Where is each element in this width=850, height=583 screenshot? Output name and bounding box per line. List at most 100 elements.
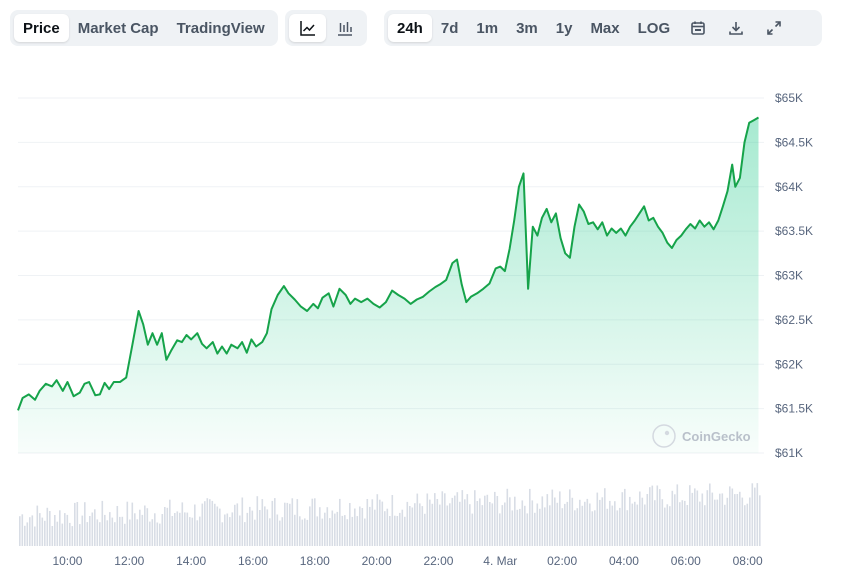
range-1y[interactable]: 1y xyxy=(555,19,573,37)
x-tick-label: 16:00 xyxy=(238,554,268,568)
volume-bar xyxy=(684,500,686,546)
volume-bar xyxy=(601,497,604,546)
y-axis-ticks: $65K $64.5K $64K $63.5K $63K $62.5K $62K $61.5K… xyxy=(775,91,813,460)
volume-bar xyxy=(269,518,271,546)
volume-bar xyxy=(31,515,34,546)
volume-bar xyxy=(474,490,476,546)
volume-bar xyxy=(169,499,171,546)
volume-bar xyxy=(84,502,86,546)
volume-bar xyxy=(36,505,39,546)
x-tick-label: 4. Mar xyxy=(483,554,517,568)
volume-bar xyxy=(234,504,236,546)
volume-bar xyxy=(529,488,531,546)
volume-bar xyxy=(674,494,676,546)
volume-bar xyxy=(329,518,331,546)
volume-bar xyxy=(704,505,706,546)
download-icon[interactable] xyxy=(717,14,755,42)
volume-bar xyxy=(44,520,46,546)
volume-bar xyxy=(539,508,541,546)
volume-bar xyxy=(714,499,716,546)
volume-bar xyxy=(114,522,116,546)
tab-market-cap[interactable]: Market Cap xyxy=(77,19,159,37)
volume-bar xyxy=(679,502,681,546)
volume-bar xyxy=(659,489,661,546)
volume-bar xyxy=(484,495,486,546)
y-tick-label: $62K xyxy=(775,357,803,371)
calendar-icon[interactable] xyxy=(679,14,717,42)
volume-bar xyxy=(171,516,174,546)
volume-bar xyxy=(336,511,339,546)
x-tick-label: 06:00 xyxy=(671,554,701,568)
range-max[interactable]: Max xyxy=(590,19,620,37)
volume-bar xyxy=(544,507,546,546)
volume-bar xyxy=(359,506,361,546)
volume-bar xyxy=(221,522,224,546)
volume-bar xyxy=(464,499,466,546)
volume-bar xyxy=(446,505,449,546)
volume-bar xyxy=(469,504,471,546)
volume-bar xyxy=(54,515,56,546)
volume-bar xyxy=(456,492,459,546)
tab-tradingview[interactable]: TradingView xyxy=(176,19,265,37)
volume-bar xyxy=(266,509,269,546)
volume-bar xyxy=(79,524,81,546)
volume-bar xyxy=(441,491,444,546)
volume-bar xyxy=(64,513,66,546)
log-scale-toggle[interactable]: LOG xyxy=(637,19,671,37)
volume-bar xyxy=(434,493,436,546)
volume-bar xyxy=(641,497,644,546)
volume-bar xyxy=(564,503,566,546)
volume-bar xyxy=(91,512,94,546)
volume-bar xyxy=(191,517,194,546)
volume-bar xyxy=(39,513,41,546)
volume-bar xyxy=(354,508,356,546)
x-tick-label: 04:00 xyxy=(609,554,639,568)
y-tick-label: $65K xyxy=(775,91,803,105)
fullscreen-icon[interactable] xyxy=(755,14,793,42)
volume-bar xyxy=(74,502,76,546)
coingecko-logo-eye xyxy=(664,430,670,436)
y-tick-label: $64K xyxy=(775,180,803,194)
volume-bar xyxy=(56,521,59,546)
volume-bar xyxy=(421,506,424,546)
volume-bar xyxy=(296,499,299,546)
volume-bar xyxy=(209,499,211,546)
volume-bar xyxy=(691,492,694,546)
volume-bar xyxy=(501,505,504,546)
range-7d[interactable]: 7d xyxy=(440,19,459,37)
volume-bar xyxy=(511,510,514,546)
volume-bar xyxy=(381,501,384,546)
volume-bar xyxy=(734,494,736,546)
volume-bar xyxy=(536,503,539,546)
volume-bar xyxy=(261,499,264,546)
range-1m[interactable]: 1m xyxy=(476,19,499,37)
volume-bar xyxy=(676,484,679,546)
range-3m[interactable]: 3m xyxy=(516,19,538,37)
volume-bar xyxy=(166,507,169,546)
line-chart-icon[interactable] xyxy=(289,14,326,42)
volume-bar xyxy=(614,501,616,546)
volume-bar xyxy=(591,511,594,546)
volume-bar xyxy=(666,504,669,546)
volume-bar xyxy=(181,502,184,546)
volume-bar xyxy=(194,504,196,546)
volume-bar xyxy=(366,499,369,546)
volume-bar xyxy=(556,502,559,546)
volume-bar xyxy=(371,499,374,546)
volume-bar xyxy=(254,519,256,546)
x-tick-label: 18:00 xyxy=(300,554,330,568)
volume-bar xyxy=(286,502,289,546)
volume-bar xyxy=(499,513,501,546)
volume-bar xyxy=(94,509,96,546)
volume-bars xyxy=(19,483,761,546)
volume-bar xyxy=(299,516,301,546)
volume-bar xyxy=(549,505,551,546)
tab-price[interactable]: Price xyxy=(14,14,69,42)
candlestick-chart-icon[interactable] xyxy=(326,14,363,42)
volume-bar xyxy=(621,492,624,546)
volume-bar xyxy=(289,503,291,546)
volume-bar xyxy=(526,513,529,546)
volume-bar xyxy=(206,498,209,546)
range-24h[interactable]: 24h xyxy=(388,14,432,42)
